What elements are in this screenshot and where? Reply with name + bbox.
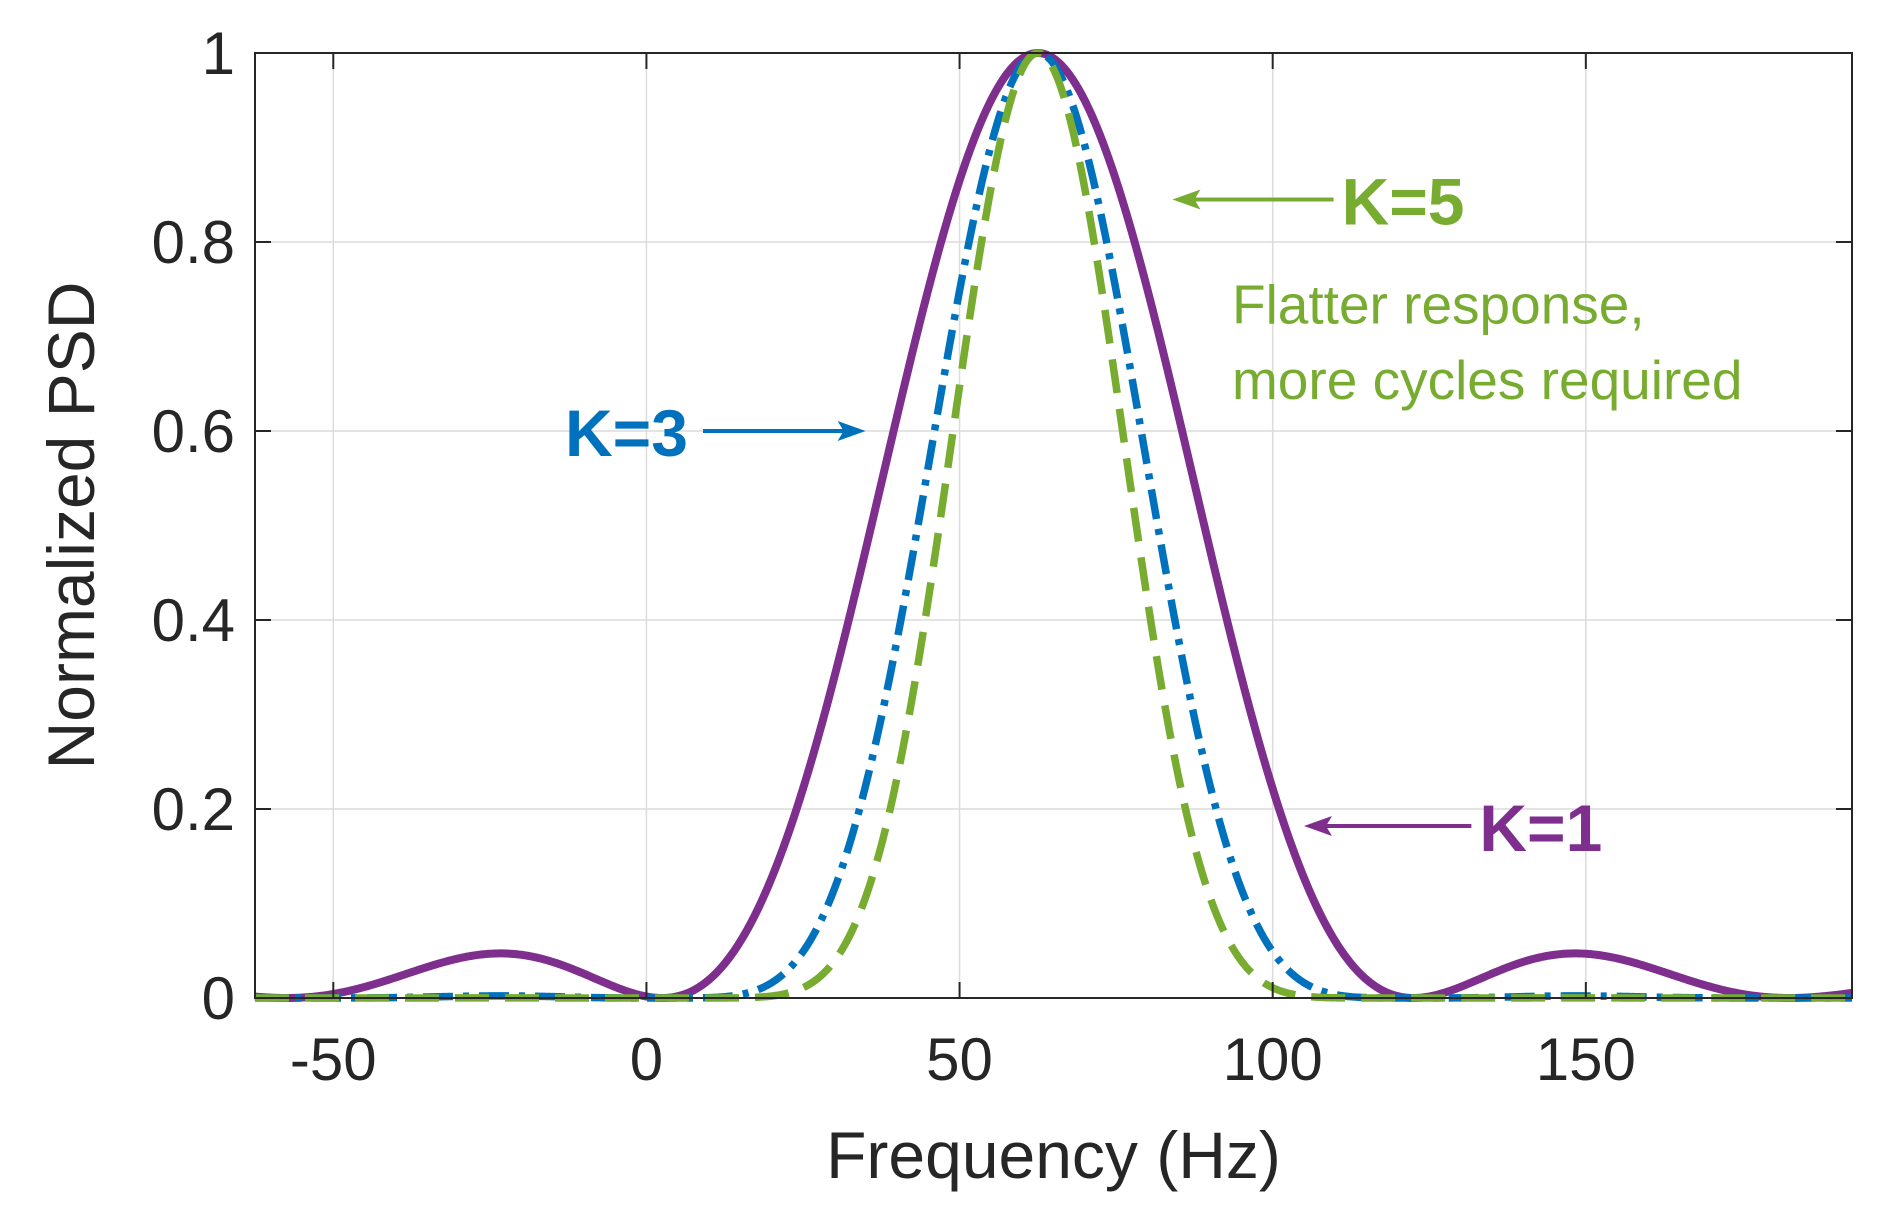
annotations: K=5 Flatter response, more cycles required… [565, 164, 1742, 865]
y-tick-label: 1 [202, 20, 235, 87]
annotation-arrowhead-k1 [1304, 816, 1333, 837]
y-tick-label: 0 [202, 965, 235, 1032]
annotation-text-k5: K=5 [1342, 164, 1465, 238]
annotation-arrowhead-k5 [1172, 189, 1201, 210]
annotation-text-k1: K=1 [1479, 791, 1602, 865]
y-tick-label: 0.2 [152, 776, 235, 843]
x-tick-label: 100 [1223, 1026, 1323, 1093]
annotation-text-k5-note-1: Flatter response, [1232, 273, 1645, 335]
y-tick-label: 0.8 [152, 209, 235, 276]
ticks [255, 52, 1852, 999]
tick-labels: -50 0 50 100 150 0 0.2 0.4 0.6 0.8 1 [152, 20, 1636, 1093]
y-axis-title: Normalized PSD [34, 282, 108, 770]
x-tick-label: 150 [1536, 1026, 1636, 1093]
annotation-text-k5-note-2: more cycles required [1232, 349, 1742, 411]
x-tick-label: -50 [290, 1026, 377, 1093]
axes-box [254, 52, 1853, 999]
annotation-arrowhead-k3 [837, 421, 866, 441]
annotation-text-k3: K=3 [565, 396, 688, 470]
y-tick-label: 0.4 [152, 587, 235, 654]
x-tick-label: 50 [926, 1026, 993, 1093]
x-tick-label: 0 [630, 1026, 663, 1093]
y-tick-label: 0.6 [152, 398, 235, 465]
x-axis-title: Frequency (Hz) [826, 1118, 1281, 1192]
